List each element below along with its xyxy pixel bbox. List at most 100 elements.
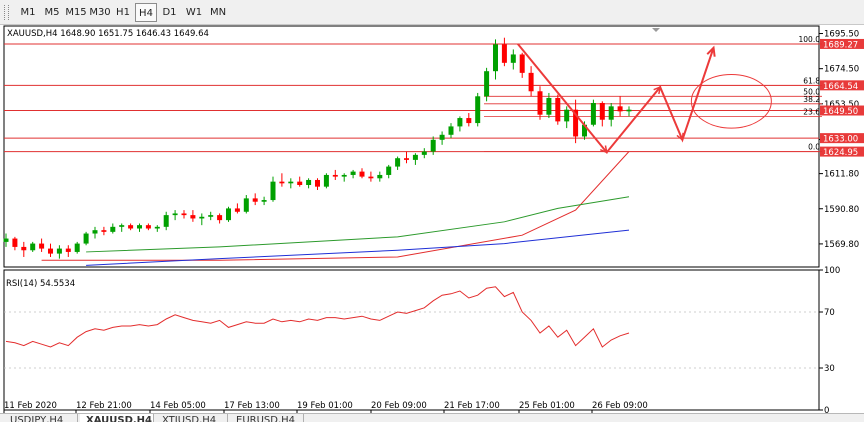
price-badge-label: 1624.95 bbox=[823, 148, 858, 158]
price-badge-bg bbox=[820, 80, 864, 91]
time-axis-label: 11 Feb 2020 bbox=[4, 401, 57, 411]
candle-body bbox=[234, 208, 240, 212]
candle-body bbox=[48, 248, 53, 254]
candle-body bbox=[439, 134, 445, 140]
candle-body bbox=[457, 118, 463, 127]
candle-body bbox=[519, 54, 525, 73]
candle-body bbox=[226, 208, 231, 221]
candle-body bbox=[546, 97, 552, 115]
toolbar-grip[interactable] bbox=[4, 5, 9, 20]
candle-body bbox=[341, 174, 347, 177]
chart-shift-marker[interactable] bbox=[652, 28, 660, 32]
rsi-axis-label: 70 bbox=[824, 308, 835, 318]
candle-body bbox=[30, 243, 36, 251]
candle-body bbox=[555, 97, 561, 122]
price-badge-bg bbox=[820, 146, 864, 157]
timeframe-button-w1[interactable]: W1 bbox=[185, 7, 203, 18]
candle-body bbox=[154, 226, 160, 229]
symbol-header: XAUUSD,H4 1648.90 1651.75 1646.43 1649.6… bbox=[7, 29, 209, 39]
projection-circle[interactable] bbox=[690, 74, 772, 129]
moving-average-line bbox=[86, 229, 630, 266]
timeframe-button-m5[interactable]: M5 bbox=[44, 7, 60, 18]
candle-body bbox=[297, 181, 303, 185]
price-badge-label: 1649.50 bbox=[823, 107, 858, 117]
chart-tab-xtiusd[interactable]: XTIUSD,H4 bbox=[156, 414, 228, 422]
price-badge-bg bbox=[820, 133, 864, 144]
projection-arrowhead bbox=[653, 85, 662, 95]
candle-body bbox=[332, 174, 338, 177]
timeframe-button-m30[interactable]: M30 bbox=[89, 7, 111, 18]
timeframe-button-h1[interactable]: H1 bbox=[116, 7, 130, 18]
chart-tab-eurusd[interactable]: EURUSD,H4 bbox=[230, 414, 304, 422]
candle-body bbox=[510, 54, 516, 63]
price-badge-label: 1633.00 bbox=[823, 135, 858, 145]
timeframe-button-m1[interactable]: M1 bbox=[20, 7, 36, 18]
rsi-axis-label: 0 bbox=[824, 406, 829, 413]
candle-body bbox=[359, 171, 365, 177]
candle-body bbox=[74, 243, 80, 252]
price-badge: 1664.54 bbox=[820, 80, 864, 92]
rsi-panel-frame bbox=[3, 269, 820, 411]
moving-average-line bbox=[86, 196, 630, 253]
time-axis-label: 19 Feb 01:00 bbox=[297, 401, 353, 411]
timeframe-button-h4[interactable]: H4 bbox=[135, 3, 157, 22]
candle-body bbox=[537, 91, 543, 115]
projection-arrowhead bbox=[706, 45, 716, 57]
time-axis-label: 20 Feb 09:00 bbox=[371, 401, 427, 411]
candle-body bbox=[608, 106, 614, 120]
timeframe-button-mn[interactable]: MN bbox=[209, 7, 227, 18]
chart-tab-usdjpy[interactable]: USDJPY,H4 bbox=[4, 414, 78, 422]
price-axis-label: 1695.50 bbox=[824, 30, 859, 40]
candle-body bbox=[288, 181, 294, 184]
fibonacci-level-label: 61.8 bbox=[803, 76, 820, 85]
candle-body bbox=[119, 225, 125, 227]
candle-body bbox=[270, 181, 276, 201]
rsi-axis-label: 100 bbox=[824, 266, 840, 276]
candle-body bbox=[21, 246, 27, 251]
price-axis-label: 1653.50 bbox=[824, 100, 859, 110]
moving-average-line bbox=[41, 151, 630, 261]
fibonacci-level-label: 100.0 bbox=[799, 35, 821, 44]
candle-body bbox=[56, 248, 62, 254]
candle-body bbox=[217, 215, 223, 221]
candle-body bbox=[528, 72, 534, 92]
price-axis-label: 1674.50 bbox=[824, 65, 859, 75]
candle-body bbox=[306, 179, 312, 185]
candle-body bbox=[208, 215, 214, 217]
candle-body bbox=[243, 198, 249, 212]
timeframe-button-d1[interactable]: D1 bbox=[162, 7, 177, 18]
candle-body bbox=[137, 225, 142, 229]
candle-body bbox=[590, 102, 596, 125]
candle-body bbox=[395, 158, 401, 167]
price-axis-label: 1569.80 bbox=[824, 240, 859, 250]
price-badge: 1689.27 bbox=[820, 38, 864, 50]
candle-body bbox=[386, 166, 392, 175]
candle-body bbox=[484, 71, 490, 97]
price-badge-bg bbox=[820, 38, 864, 49]
candle-body bbox=[404, 158, 409, 160]
rsi-line bbox=[5, 286, 630, 348]
price-badge: 1633.00 bbox=[820, 133, 864, 145]
candle-body bbox=[493, 44, 498, 72]
price-badge: 1649.50 bbox=[820, 105, 864, 117]
candle-body bbox=[421, 151, 427, 155]
fibonacci-level-label: 50.0 bbox=[803, 87, 820, 96]
candle-body bbox=[599, 102, 605, 120]
candle-body bbox=[128, 225, 134, 229]
candle-body bbox=[12, 238, 18, 247]
chart-area[interactable]: 1695.501674.501653.501632.201611.801590.… bbox=[0, 25, 864, 413]
candle-body bbox=[377, 174, 383, 179]
timeframe-toolbar: M1 M5 M15 M30 H1 H4 D1 W1 MN bbox=[0, 0, 864, 25]
time-axis-label: 12 Feb 21:00 bbox=[76, 401, 132, 411]
candle-body bbox=[3, 238, 9, 242]
chart-tab-xauusd[interactable]: XAUUSD,H4 bbox=[80, 414, 154, 422]
projection-arrowhead bbox=[599, 145, 608, 154]
chart-tab-bar: USDJPY,H4 XAUUSD,H4 XTIUSD,H4 EURUSD,H4 bbox=[0, 413, 864, 422]
timeframe-button-m15[interactable]: M15 bbox=[65, 7, 87, 18]
price-badge: 1624.95 bbox=[820, 146, 864, 158]
candle-body bbox=[626, 109, 632, 112]
price-axis-label: 1590.80 bbox=[824, 205, 859, 215]
rsi-label: RSI(14) 54.5534 bbox=[6, 279, 75, 289]
candle-body bbox=[475, 96, 481, 124]
candle-body bbox=[199, 216, 205, 219]
